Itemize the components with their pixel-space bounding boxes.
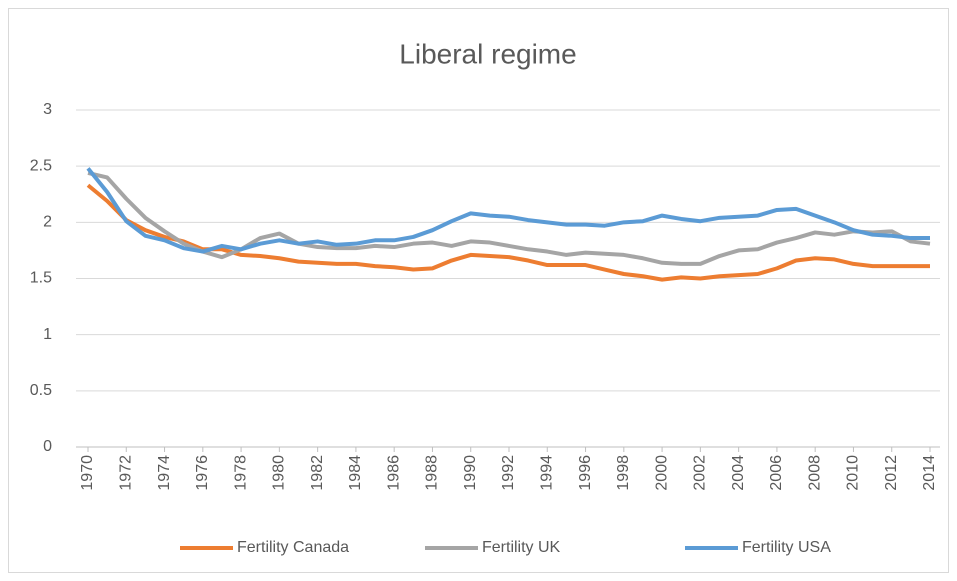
x-tick-label: 2014 [921, 455, 938, 491]
x-tick-label: 1990 [462, 455, 479, 491]
x-tick-label: 1980 [271, 455, 288, 491]
series-line [86, 183, 930, 282]
x-tick-label: 2012 [883, 455, 900, 491]
chart-title: Liberal regime [399, 38, 576, 69]
x-tick-label: 2010 [845, 455, 862, 491]
legend-label: Fertility UK [482, 539, 561, 556]
x-tick-label: 1976 [194, 455, 211, 491]
series-line [86, 167, 930, 254]
y-tick-label: 0 [43, 438, 52, 455]
series-line [87, 170, 931, 266]
x-tick-label: 2004 [730, 455, 747, 491]
y-tick-label: 2.5 [30, 157, 52, 174]
x-tick-label: 1978 [232, 455, 249, 491]
x-tick-label: 1974 [156, 455, 173, 491]
chart-border [8, 8, 949, 573]
x-tick-label: 1984 [347, 455, 364, 491]
y-tick-label: 3 [43, 101, 52, 118]
x-tick-label: 1986 [385, 455, 402, 491]
x-tick-label: 1970 [79, 455, 96, 491]
x-tick-label: 1992 [500, 455, 517, 491]
legend-label: Fertility Canada [237, 539, 349, 556]
y-tick-label: 1 [43, 326, 52, 343]
legend-label: Fertility USA [742, 539, 831, 556]
x-tick-label: 1982 [309, 455, 326, 491]
x-tick-label: 1998 [615, 455, 632, 491]
x-tick-label: 1994 [538, 455, 555, 491]
y-tick-label: 1.5 [30, 270, 52, 287]
x-tick-label: 2006 [768, 455, 785, 491]
x-tick-label: 2008 [806, 455, 823, 491]
y-tick-label: 2 [43, 214, 52, 231]
x-tick-label: 1988 [424, 455, 441, 491]
y-tick-label: 0.5 [30, 382, 52, 399]
x-tick-label: 1996 [577, 455, 594, 491]
x-tick-label: 1972 [117, 455, 134, 491]
x-tick-label: 2002 [692, 455, 709, 491]
x-tick-label: 2000 [653, 455, 670, 491]
